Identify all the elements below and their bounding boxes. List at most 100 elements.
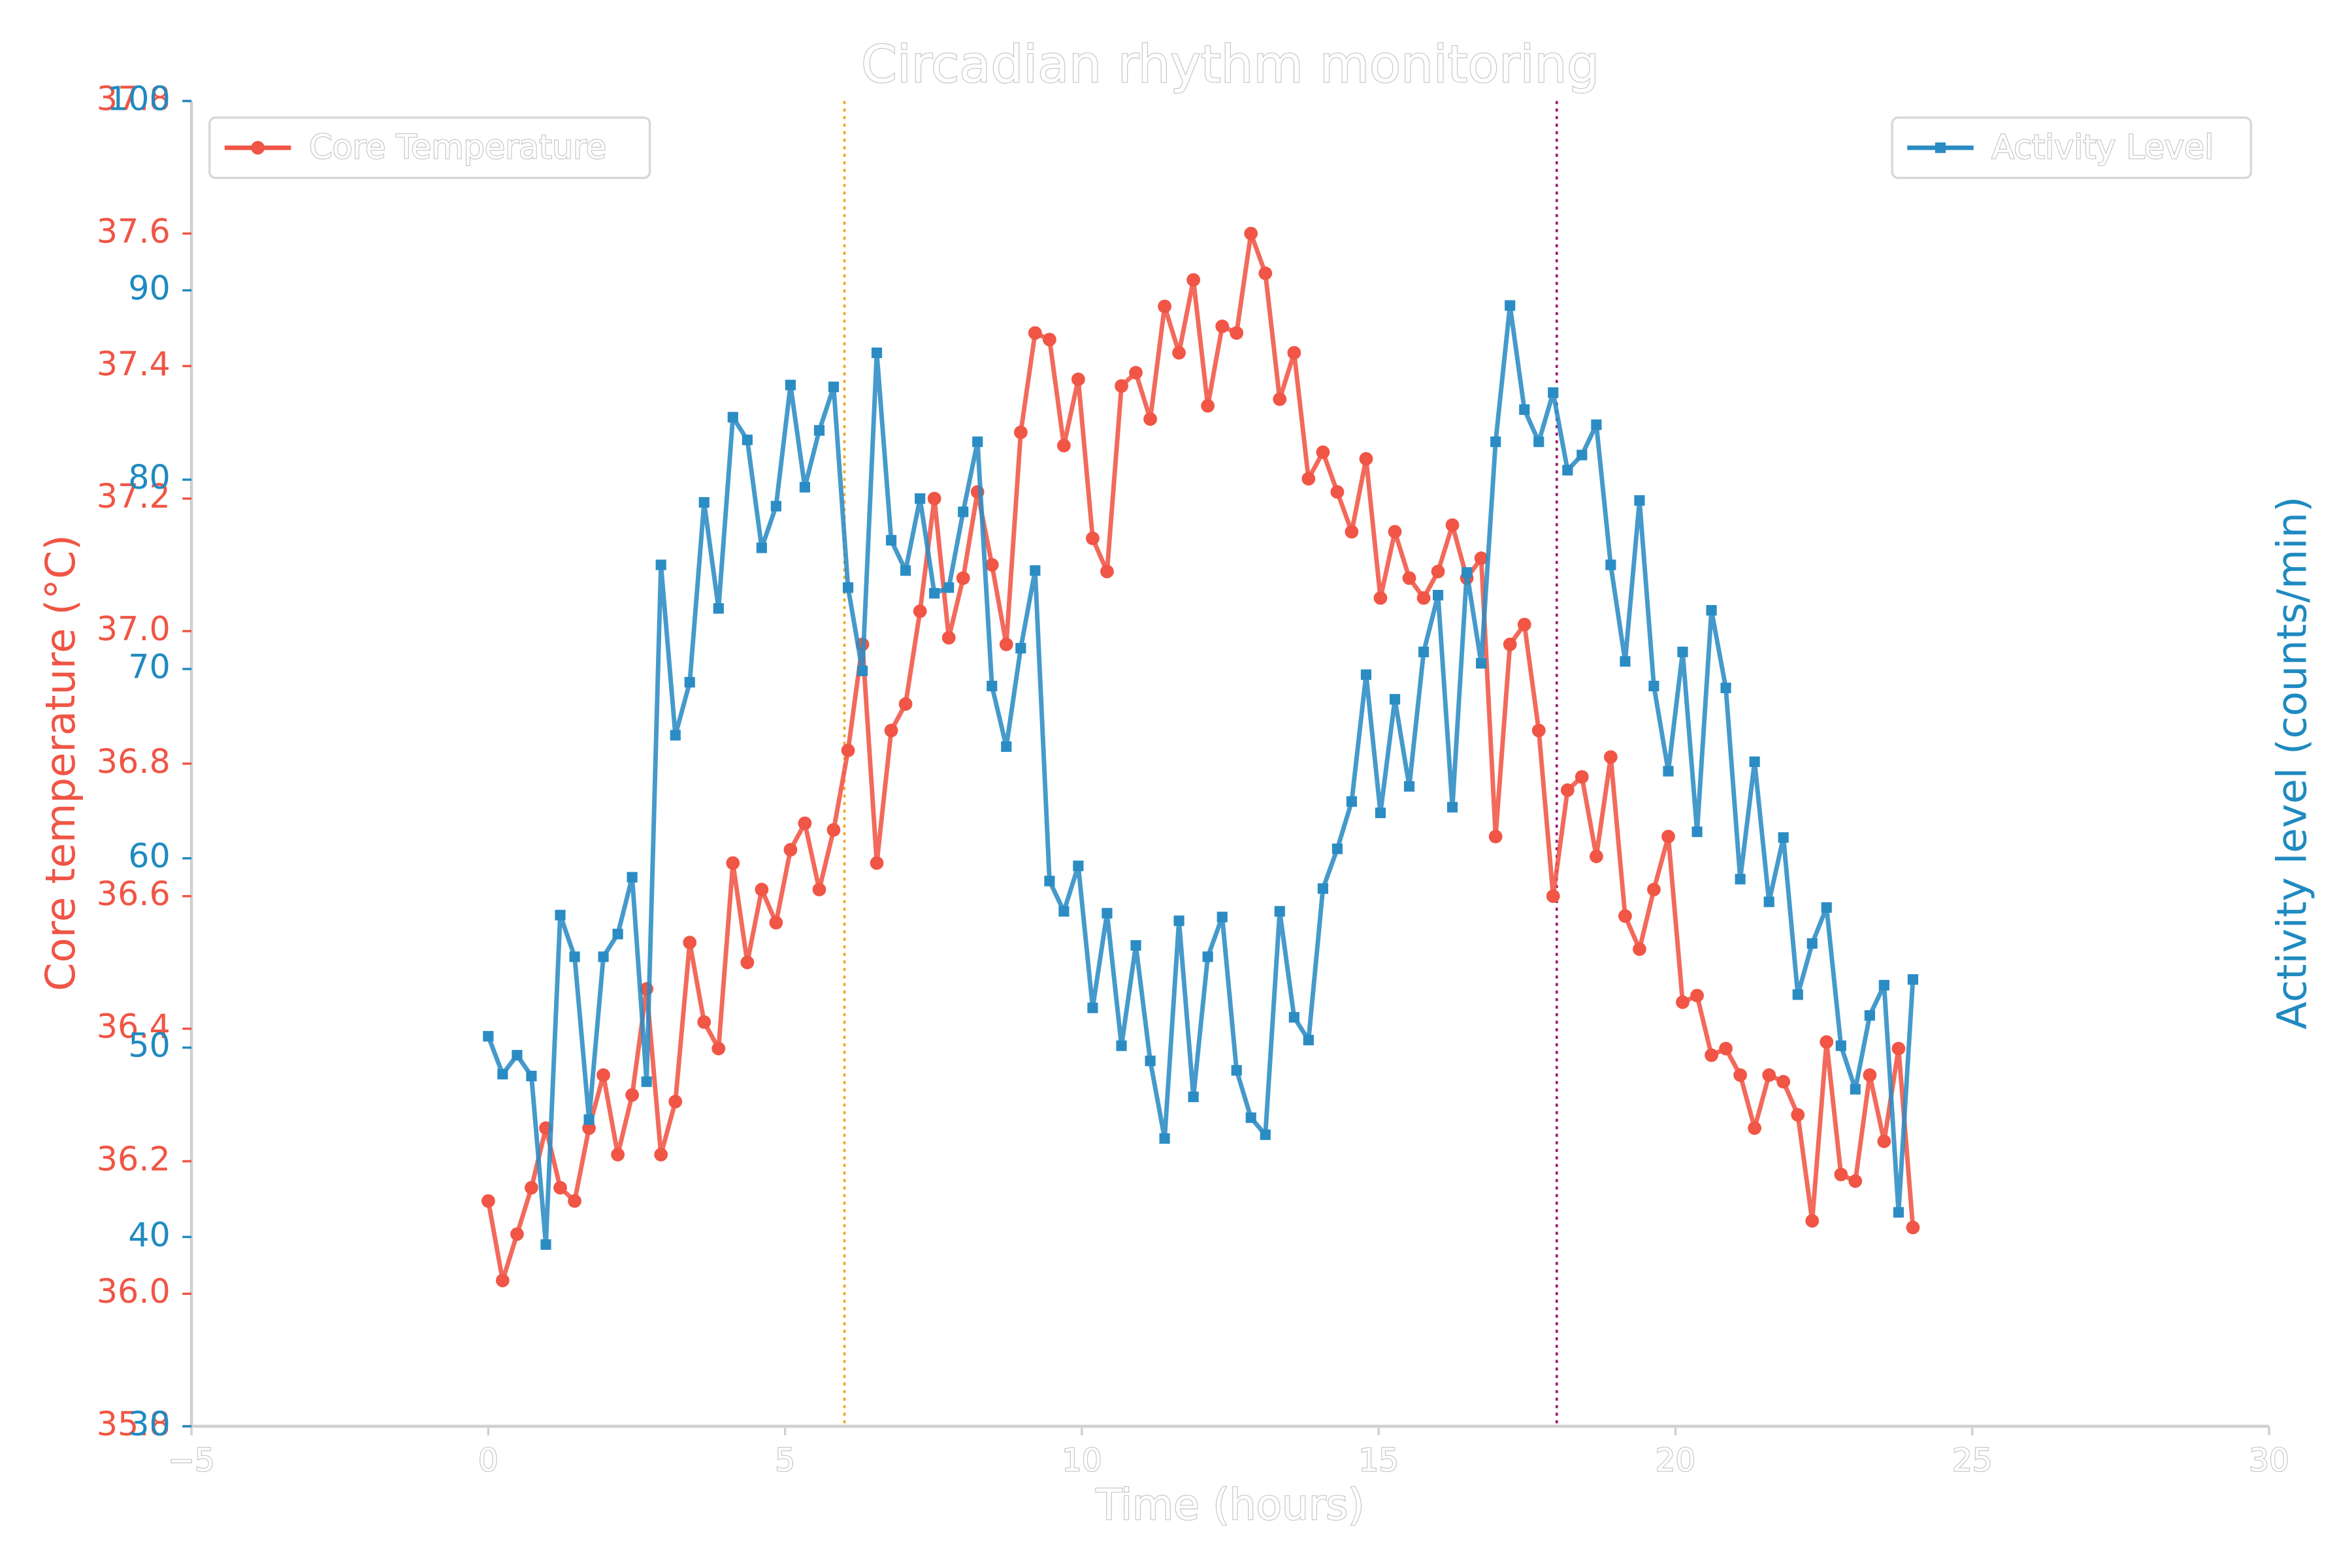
point [1735,874,1746,885]
x-tick-label: 10 [1062,1442,1102,1478]
point [612,928,623,939]
point [598,951,609,962]
point [713,603,724,614]
point [1373,591,1388,605]
point [1618,909,1632,923]
point [1403,781,1415,792]
y2-tick-label: 80 [128,458,171,497]
point [1301,472,1316,486]
point [1633,942,1646,956]
point [1303,1034,1314,1046]
point [1116,1040,1127,1051]
point [1388,525,1402,539]
point [1476,658,1487,669]
point [756,542,767,553]
point [1591,419,1602,431]
point [627,872,638,883]
point [553,1181,567,1195]
point [913,604,927,618]
point [972,436,983,448]
point [1445,518,1460,532]
point [1217,911,1228,923]
y-tick-label: 37.0 [97,610,171,648]
y-tick-label: 35.8 [97,1405,171,1443]
point [1433,589,1444,601]
point [1748,1121,1762,1135]
point [1345,525,1359,539]
point [1835,1040,1846,1051]
point [755,883,769,896]
point [1821,902,1832,913]
y-tick-label: 36.0 [97,1272,171,1311]
chart-title: Circadian rhythm monitoring [861,34,1599,94]
point [654,1147,668,1162]
point [1663,766,1674,777]
point [987,680,998,692]
point [799,482,810,493]
point [1533,436,1544,448]
point [1677,646,1688,657]
point [1330,485,1345,499]
point [698,497,710,508]
point [842,582,854,593]
y2-tick-label: 100 [107,80,171,118]
point [1086,531,1100,546]
y-tick-label: 36.6 [97,875,171,913]
x-tick-label: 5 [775,1442,795,1478]
point [1030,565,1041,576]
point [1244,227,1258,240]
point [898,697,913,711]
point [1375,808,1386,819]
point [870,856,884,870]
point [540,1239,551,1250]
x-tick-label: 25 [1952,1442,1993,1478]
point [1188,1091,1199,1102]
legend-box [1891,116,2253,180]
point [1273,392,1287,406]
point [1560,783,1575,797]
point [1173,915,1184,926]
legend: Activity Level [1891,116,2253,180]
point [1661,830,1675,843]
point [1690,988,1704,1003]
point [769,915,783,930]
point [1517,617,1531,632]
point [1446,802,1458,813]
legend-label: Core Temperature [309,127,606,166]
point [826,823,841,837]
point [670,730,681,741]
point [742,434,753,446]
point [569,951,580,962]
point [1907,974,1919,985]
point [251,140,265,155]
point [1503,637,1517,651]
point [1013,425,1028,440]
point [668,1094,683,1109]
point [1720,682,1731,694]
point [1331,843,1343,855]
y2-tick-label: 60 [128,837,171,875]
x-tick-label: 15 [1358,1442,1399,1478]
point [596,1068,610,1082]
point [1891,1041,1906,1056]
point [985,558,999,572]
point [958,506,969,517]
point [510,1227,524,1241]
point [1359,451,1373,466]
point [1778,832,1789,843]
point [1431,564,1445,579]
y2-tick-label: 40 [128,1215,171,1254]
point [1706,605,1717,616]
point [1416,591,1431,605]
point [1231,1065,1242,1076]
point [1360,669,1372,680]
point [1087,1002,1098,1013]
point [1546,889,1560,904]
point [1805,1214,1820,1228]
point [1647,883,1661,896]
point [1001,741,1012,752]
point [1057,438,1071,453]
legend-label: Activity Level [1991,127,2213,166]
